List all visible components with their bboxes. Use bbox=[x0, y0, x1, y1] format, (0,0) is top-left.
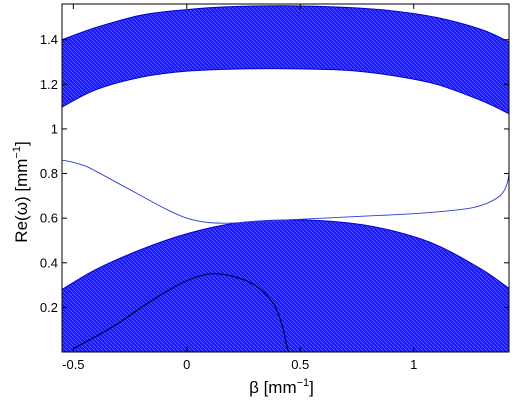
y-axis-label-sup: −1 bbox=[11, 146, 23, 159]
dark-curve-series-3 bbox=[73, 273, 290, 352]
x-axis-label: β [mm−1] bbox=[249, 377, 314, 397]
x-tick-label-0: -0.5 bbox=[62, 357, 84, 372]
x-tick-label-1: 0 bbox=[183, 357, 190, 372]
x-tick-label-2: 0.5 bbox=[291, 357, 309, 372]
y-tick-label-5: 1.2 bbox=[40, 77, 58, 92]
y-axis-label: Re(ω) [mm−1] bbox=[11, 141, 31, 242]
band-series-0 bbox=[62, 5, 509, 115]
x-axis-label-close: ] bbox=[309, 378, 314, 397]
curve-series-2 bbox=[62, 159, 509, 224]
x-tick-label-3: 1 bbox=[410, 357, 417, 372]
y-tick-label-1: 0.4 bbox=[40, 255, 58, 270]
y-tick-label-4: 1 bbox=[51, 121, 58, 136]
y-tick-label-2: 0.6 bbox=[40, 211, 58, 226]
x-axis-label-main: β [mm bbox=[249, 378, 297, 397]
y-axis-label-main: Re(ω) [mm bbox=[12, 159, 31, 243]
x-axis-label-sup: −1 bbox=[297, 377, 310, 389]
y-tick-label-0: 0.2 bbox=[40, 300, 58, 315]
y-axis-label-close: ] bbox=[12, 141, 31, 146]
y-tick-label-6: 1.4 bbox=[40, 32, 58, 47]
y-tick-label-3: 0.8 bbox=[40, 166, 58, 181]
plot-area bbox=[62, 5, 509, 352]
axis-ticks: -0.5 0 0.5 1 0.2 0.4 0.6 0.8 1 1.2 1.4 bbox=[40, 4, 509, 372]
band-series-1 bbox=[62, 219, 509, 352]
plot-frame bbox=[61, 3, 510, 353]
